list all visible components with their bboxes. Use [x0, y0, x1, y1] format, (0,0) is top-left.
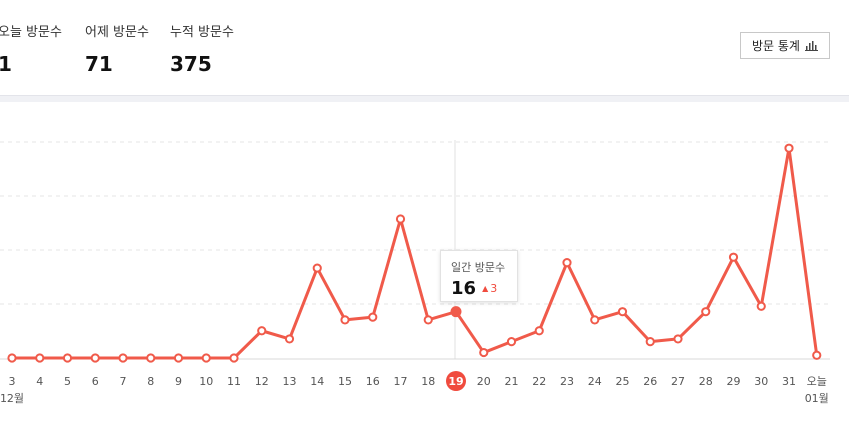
tick-label-13: 13: [283, 375, 297, 388]
data-point-7[interactable]: [118, 353, 128, 363]
tick-label-23: 23: [560, 375, 574, 388]
data-point-11[interactable]: [229, 353, 239, 363]
stat-today: 오늘 방문수 1: [0, 21, 62, 76]
tick-label-27: 27: [671, 375, 685, 388]
bar-chart-icon: [804, 41, 818, 51]
data-point-24[interactable]: [590, 315, 600, 325]
tick-label-5: 5: [64, 375, 71, 388]
tick-label-31: 31: [782, 375, 796, 388]
stat-total: 누적 방문수 375: [170, 21, 234, 76]
tooltip-row: 16 ▲ 3: [451, 278, 507, 299]
data-point-21[interactable]: [506, 337, 517, 347]
data-point-3[interactable]: [7, 353, 17, 363]
data-point-28[interactable]: [701, 307, 711, 317]
stat-today-value: 1: [0, 52, 12, 76]
data-point-31[interactable]: [784, 143, 794, 153]
tick-label-10: 10: [199, 375, 213, 388]
data-point-26[interactable]: [645, 337, 655, 347]
visit-stats-button-label: 방문 통계: [752, 39, 800, 53]
tick-label-18: 18: [421, 375, 435, 388]
daily-visits-chart: 3 4 5 6 7 8 9 10 11 12 13 14 15 16 17 18 19 20 21 22 23 24 25 2…: [0, 101, 849, 418]
tick-label-16: 16: [366, 375, 380, 388]
data-point-10[interactable]: [201, 353, 211, 363]
visits-line: [10, 146, 819, 360]
tooltip-title: 일간 방문수: [451, 261, 506, 274]
data-point-27[interactable]: [673, 334, 683, 344]
tooltip-change: 3: [490, 282, 498, 295]
data-point-16[interactable]: [368, 312, 378, 322]
line-chart: 3 4 5 6 7 8 9 10 11 12 13 14 15 16 17 18 19 20 21 22 23 24 25 2…: [0, 140, 830, 405]
stats-summary: 오늘 방문수 1 어제 방문수 71 누적 방문수 375 방문 통계: [0, 0, 849, 95]
data-point-15[interactable]: [340, 315, 350, 325]
data-point-30[interactable]: [756, 301, 766, 311]
tick-label-15: 15: [338, 375, 352, 388]
stat-yesterday: 어제 방문수 71: [85, 21, 149, 76]
data-point-20[interactable]: [479, 347, 489, 358]
data-point-23[interactable]: [562, 258, 572, 268]
data-point-4[interactable]: [35, 353, 45, 363]
data-point-9[interactable]: [173, 353, 184, 363]
tick-label-30: 30: [754, 375, 768, 388]
tick-label-25: 25: [616, 375, 630, 388]
stat-total-label: 누적 방문수: [170, 25, 234, 40]
tick-label-28: 28: [699, 375, 713, 388]
data-point-14[interactable]: [312, 263, 322, 273]
tick-label-19: 19: [448, 375, 463, 388]
stat-yesterday-label: 어제 방문수: [85, 25, 149, 40]
data-point-8[interactable]: [146, 353, 156, 363]
x-axis-ticks: 3 4 5 6 7 8 9 10 11 12 13 14 15 16 17 18 19 20 21 22 23 24 25 2…: [0, 371, 829, 405]
tooltip-value: 16: [451, 278, 477, 299]
section-divider: [0, 95, 849, 102]
tick-highlight-marker: [446, 371, 466, 391]
chart-tooltip: 일간 방문수 16 ▲ 3: [440, 250, 518, 302]
tick-label-20: 20: [477, 375, 491, 388]
tick-label-6: 6: [92, 375, 99, 388]
tick-label-24: 24: [588, 375, 602, 388]
tick-label-3: 3: [9, 375, 16, 388]
tick-label-8: 8: [147, 375, 154, 388]
grid-lines: [0, 141, 830, 305]
data-point-오늘[interactable]: [812, 350, 822, 360]
tick-label-22: 22: [532, 375, 546, 388]
data-point-19[interactable]: [450, 306, 462, 318]
tick-label-4: 4: [36, 375, 43, 388]
data-point-29[interactable]: [728, 252, 739, 262]
data-point-17[interactable]: [395, 214, 406, 224]
tick-label-12: 12: [255, 375, 269, 388]
data-point-25[interactable]: [617, 307, 628, 317]
month-label-29: 01월: [805, 392, 829, 405]
tick-label-29: 29: [727, 375, 741, 388]
stat-yesterday-value: 71: [85, 52, 113, 76]
data-point-12[interactable]: [257, 326, 267, 336]
month-label-0: 12월: [0, 392, 24, 405]
stat-today-label: 오늘 방문수: [0, 25, 62, 40]
tick-label-7: 7: [120, 375, 127, 388]
tick-label-14: 14: [310, 375, 324, 388]
tick-label-11: 11: [227, 375, 241, 388]
data-point-6[interactable]: [90, 353, 100, 363]
visits-series: [7, 143, 822, 363]
data-point-18[interactable]: [423, 315, 433, 325]
data-point-5[interactable]: [62, 353, 73, 363]
visit-stats-button[interactable]: 방문 통계: [740, 32, 830, 59]
triangle-up-icon: ▲: [482, 284, 489, 293]
data-point-13[interactable]: [284, 334, 295, 344]
stat-total-value: 375: [170, 52, 212, 76]
tick-label-9: 9: [175, 375, 182, 388]
tick-label-21: 21: [505, 375, 519, 388]
data-point-22[interactable]: [534, 326, 544, 336]
tick-label-26: 26: [643, 375, 657, 388]
tick-label-오늘: 오늘: [807, 375, 827, 388]
tick-label-17: 17: [394, 375, 408, 388]
